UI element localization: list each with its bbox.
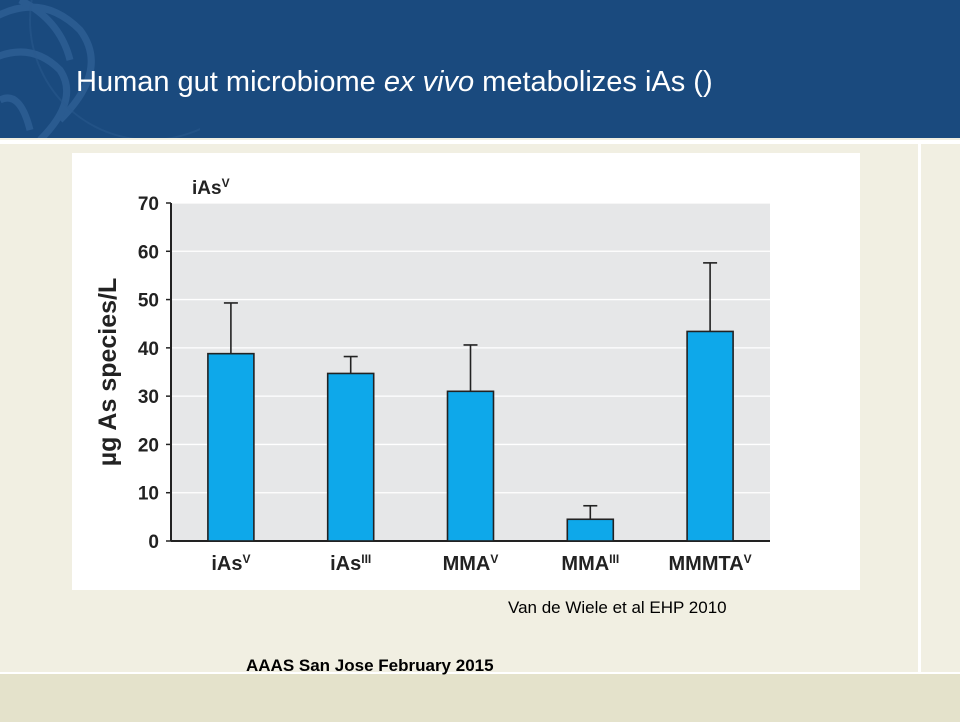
bar: [326, 372, 375, 542]
y-tick-label: 0: [148, 532, 159, 553]
y-tick-label: 30: [138, 387, 159, 408]
citation: Van de Wiele et al EHP 2010: [508, 598, 727, 617]
footer-text: AAAS San Jose February 2015: [246, 656, 494, 675]
y-axis-label: µg As species/L: [94, 278, 122, 467]
bar: [207, 352, 255, 542]
title-text-start: Human gut microbiome: [76, 66, 384, 98]
y-tick-label: 70: [138, 194, 159, 215]
chart-panel: 0 10 20 30 40 50 60 70 µg As species/L iAsV iAsV iA…: [72, 153, 860, 590]
university-logo-watermark: [0, 0, 200, 138]
header-divider: [0, 140, 960, 144]
x-tick-label: MMMTAV: [669, 552, 752, 575]
bar: [566, 518, 615, 542]
bar: [686, 330, 734, 542]
title-text-end: metabolizes iAs (): [474, 66, 713, 98]
y-tick-label: 10: [138, 484, 159, 505]
footer-band: [0, 672, 960, 722]
x-tick-label: MMAV: [443, 552, 499, 575]
y-tick-label: 60: [138, 242, 159, 263]
title-text-italic: ex vivo: [383, 66, 475, 98]
bar-chart: 0 10 20 30 40 50 60 70 µg As species/L iAsV iAsV iA…: [94, 176, 770, 575]
panel-label: iAsV: [192, 176, 230, 199]
y-tick-label: 20: [138, 435, 159, 456]
bar: [446, 390, 495, 542]
x-tick-label: MMAIII: [561, 552, 619, 575]
y-tick-label: 40: [138, 339, 159, 360]
x-tick-label: iAsIII: [330, 552, 371, 575]
right-margin-line: [918, 144, 921, 672]
y-tick-label: 50: [138, 291, 159, 312]
x-tick-label: iAsV: [211, 552, 250, 575]
slide-title: Human gut microbiome ex vivo metabolizes…: [76, 66, 713, 99]
slide-header: Human gut microbiome ex vivo metabolizes…: [0, 0, 960, 138]
